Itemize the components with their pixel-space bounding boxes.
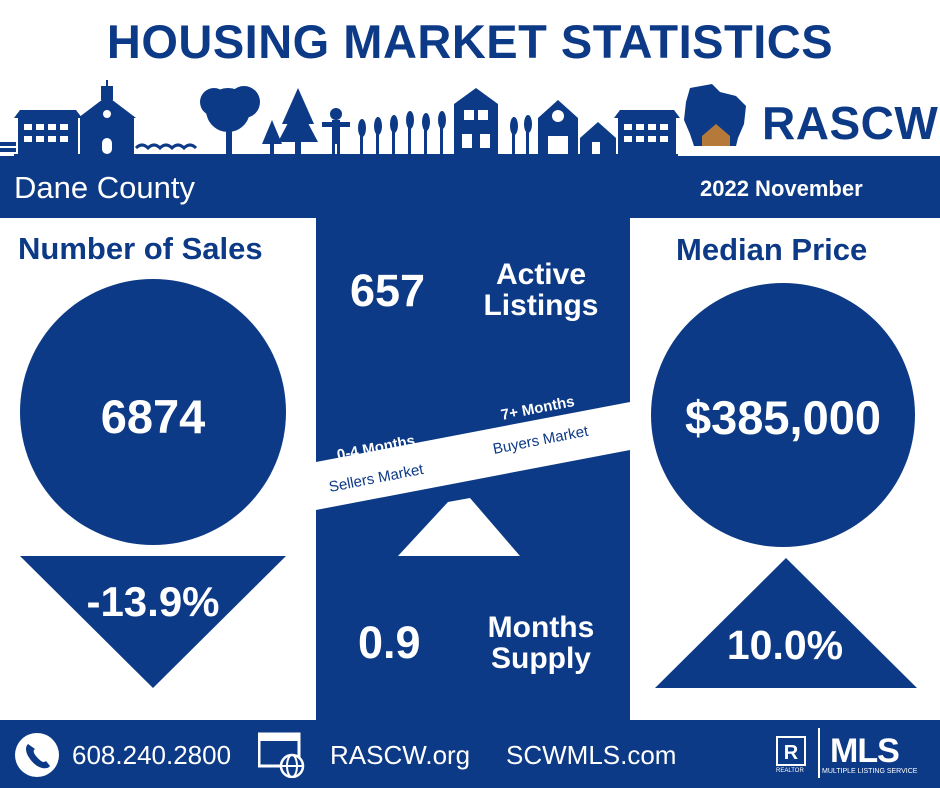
wisconsin-map-icon: [684, 84, 746, 146]
price-value: $385,000: [684, 391, 882, 444]
months-supply-label-line1: Months: [487, 611, 595, 644]
footer-bar: [0, 720, 940, 788]
svg-text:R: R: [784, 742, 799, 764]
footer-link-scwmls[interactable]: SCWMLS.com: [506, 740, 677, 770]
active-listings-label: Active Listings: [466, 259, 616, 321]
brand-logo: RASCW: [762, 97, 939, 149]
footer-divider: [818, 728, 820, 778]
price-change: 10.0%: [726, 622, 844, 668]
sales-change: -13.9%: [86, 578, 220, 625]
realtor-logo-icon: R: [776, 736, 806, 766]
sales-label: Number of Sales: [18, 231, 263, 266]
footer-link-rascw[interactable]: RASCW.org: [330, 740, 471, 770]
sales-circle: [20, 279, 286, 545]
months-supply-value: 0.9: [358, 617, 421, 668]
county-name: Dane County: [14, 170, 195, 205]
mls-logo: MLS: [830, 732, 900, 770]
price-up-triangle: [655, 558, 917, 688]
page-title: HOUSING MARKET STATISTICS: [106, 15, 834, 68]
scale-fulcrum: [398, 498, 520, 556]
active-listings-label-line1: Active: [495, 258, 587, 291]
price-circle: [651, 283, 915, 547]
sales-down-triangle: [20, 556, 286, 688]
footer-phone[interactable]: 608.240.2800: [72, 740, 232, 770]
mls-caption: MULTIPLE LISTING SERVICE: [822, 768, 918, 775]
active-listings-value: 657: [350, 265, 426, 316]
web-icon: [258, 732, 305, 778]
months-supply-label: Months Supply: [466, 612, 616, 674]
report-period: 2022 November: [700, 176, 863, 201]
skyline-illustration: [0, 80, 746, 158]
price-label: Median Price: [676, 232, 868, 267]
months-supply-label-line2: Supply: [490, 642, 591, 675]
active-listings-label-line2: Listings: [483, 289, 599, 322]
sales-value: 6874: [100, 390, 206, 443]
market-scale-graphic: 0-4 Months Sellers Market 7+ Months Buye…: [316, 393, 630, 556]
phone-icon: [15, 733, 59, 777]
realtor-caption: REALTOR: [776, 768, 804, 774]
county-banner: [0, 156, 940, 218]
scale-beam: [316, 402, 630, 510]
